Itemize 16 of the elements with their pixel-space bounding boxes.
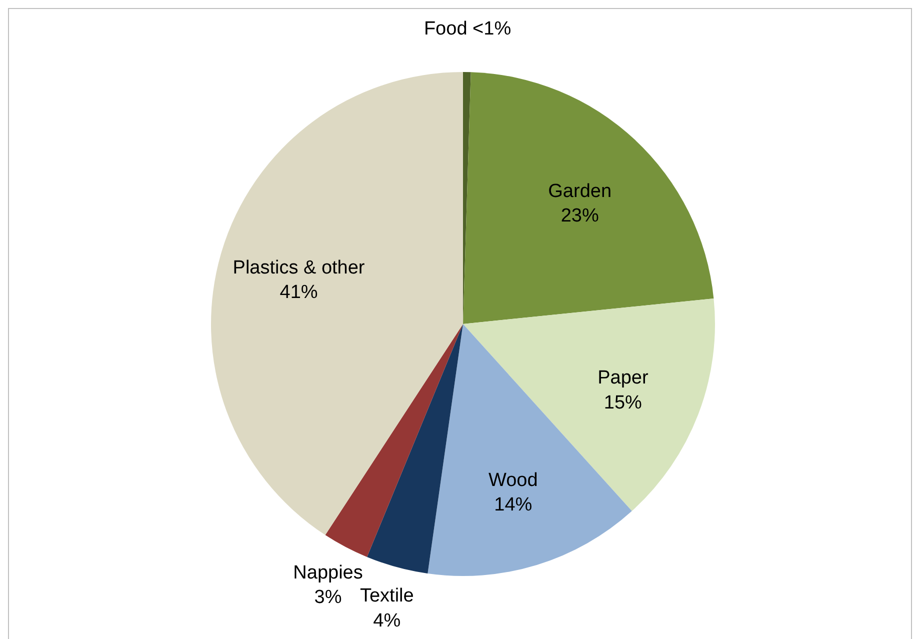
slice-label: Wood [488, 470, 538, 491]
pie-slice [463, 72, 714, 324]
slice-label: Nappies [293, 562, 363, 584]
pie-slice [325, 324, 463, 558]
slice-label: Paper [598, 368, 649, 389]
data-label: 41% [280, 282, 318, 303]
slice-label: Garden [548, 180, 612, 202]
data-label: 14% [494, 494, 532, 516]
slice-label: Plastics & other [232, 257, 366, 278]
data-label: 3% [314, 587, 342, 608]
data-label: 4% [373, 610, 401, 632]
slice-label: Food <1% [424, 18, 512, 40]
pie-slice [367, 324, 463, 574]
slice-label: Textile [360, 586, 414, 607]
data-label: 15% [604, 392, 642, 414]
data-label: 23% [560, 205, 599, 226]
